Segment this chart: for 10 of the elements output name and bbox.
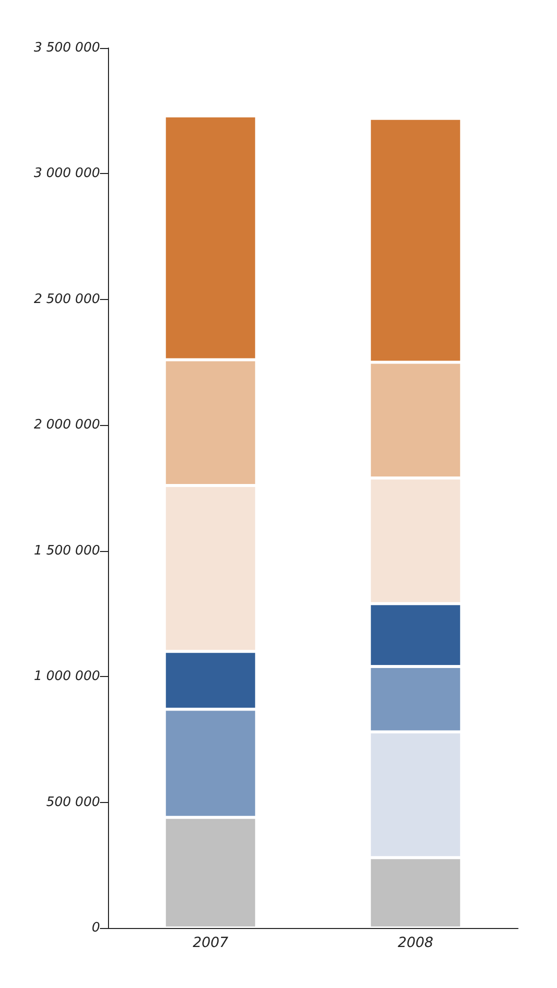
y-tick-label: 0 [92, 920, 100, 936]
y-tick-label: 2 000 000 [34, 418, 100, 433]
y-tick-label: 1 000 000 [34, 669, 100, 684]
y-tick-label: 3 000 000 [34, 166, 100, 182]
x-tick-label: 2008 [398, 935, 434, 951]
y-tick-label: 500 000 [46, 794, 100, 810]
y-tick-label: 2 500 000 [34, 292, 100, 307]
x-tick-label: 2007 [192, 935, 228, 951]
y-tick-label: 3 500 000 [34, 40, 100, 56]
y-tick-label: 1 500 000 [34, 543, 100, 558]
